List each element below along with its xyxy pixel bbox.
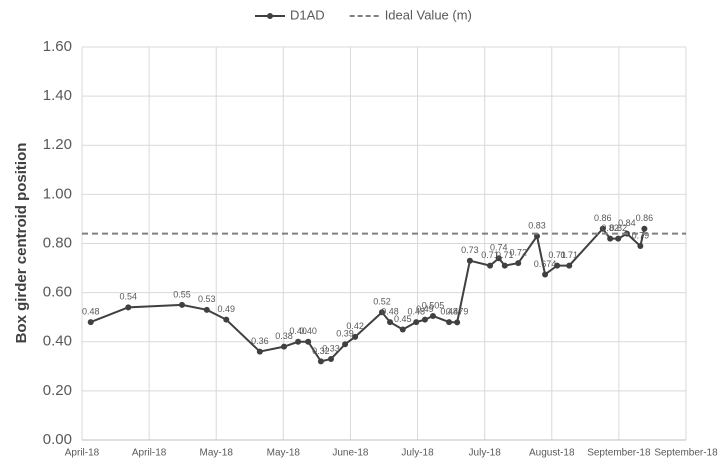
- y-tick-label: 0.40: [43, 333, 72, 350]
- x-tick-label: April-18: [65, 448, 100, 459]
- data-point: [305, 338, 312, 345]
- y-tick-label: 0.60: [43, 284, 72, 301]
- data-point: [446, 319, 453, 326]
- data-point: [542, 271, 549, 278]
- data-point: [203, 306, 210, 313]
- data-point: [641, 225, 648, 232]
- data-point: [637, 242, 644, 249]
- data-label: 0.36: [251, 336, 269, 346]
- data-point: [223, 316, 230, 323]
- data-point: [317, 358, 324, 365]
- data-point: [615, 235, 622, 242]
- data-label: 0.82: [601, 223, 619, 233]
- x-tick-label: July-18: [469, 448, 502, 459]
- data-point: [599, 225, 606, 232]
- y-tick-label: 0.20: [43, 382, 72, 399]
- data-label: 0.55: [173, 289, 191, 299]
- data-point: [466, 257, 473, 264]
- data-point: [178, 301, 185, 308]
- data-label: 0.39: [336, 329, 354, 339]
- data-label: 0.54: [120, 292, 138, 302]
- y-tick-label: 0.80: [43, 234, 72, 251]
- data-label: 0.49: [416, 304, 434, 314]
- x-tick-label: May-18: [200, 448, 234, 459]
- data-label: 0.42: [346, 321, 364, 331]
- data-point: [566, 262, 573, 269]
- data-label: 0.71: [548, 250, 566, 260]
- data-point: [125, 304, 132, 311]
- y-tick-label: 1.00: [43, 185, 72, 202]
- data-point: [487, 262, 494, 269]
- data-point: [399, 326, 406, 333]
- x-tick-label: April-18: [132, 448, 167, 459]
- data-point: [352, 333, 359, 340]
- data-label: 0.79: [632, 230, 650, 240]
- data-label: 0.32: [312, 346, 330, 356]
- data-point: [281, 343, 288, 350]
- data-label: 0.48: [407, 306, 425, 316]
- data-label: 0.674: [534, 259, 557, 269]
- y-tick-label: 1.60: [43, 38, 72, 55]
- data-label: 0.74: [490, 243, 508, 253]
- data-label: 0.84: [618, 218, 636, 228]
- data-point: [256, 348, 263, 355]
- data-point: [378, 309, 385, 316]
- x-tick-label: May-18: [267, 448, 301, 459]
- data-point: [413, 319, 420, 326]
- data-point: [421, 316, 428, 323]
- data-point: [327, 355, 334, 362]
- data-label: 0.33: [322, 343, 340, 353]
- x-tick-label: July-18: [401, 448, 434, 459]
- x-tick-label: June-18: [332, 448, 369, 459]
- data-label: 0.73: [461, 245, 479, 255]
- data-label: 0.505: [422, 300, 445, 310]
- y-tick-label: 1.20: [43, 136, 72, 153]
- data-label: 0.40: [289, 326, 307, 336]
- data-point: [87, 319, 94, 326]
- data-label: 0.53: [198, 294, 216, 304]
- y-tick-label: 0.00: [43, 431, 72, 448]
- data-point: [495, 255, 502, 262]
- data-label: 0.72: [509, 248, 527, 258]
- data-point: [295, 338, 302, 345]
- y-tick-label: 1.40: [43, 87, 72, 104]
- data-point: [387, 319, 394, 326]
- data-point: [607, 235, 614, 242]
- data-label: 0.40: [299, 326, 317, 336]
- x-tick-label: August-18: [529, 448, 575, 459]
- data-label: 0.52: [373, 297, 391, 307]
- data-point: [454, 319, 461, 326]
- data-label: 0.479: [446, 307, 469, 317]
- data-label: 0.48: [440, 306, 458, 316]
- data-label: 0.38: [275, 331, 293, 341]
- x-tick-label: September-18: [587, 448, 651, 459]
- data-label: 0.86: [636, 213, 654, 223]
- data-label: 0.48: [82, 306, 100, 316]
- data-label: 0.71: [481, 250, 499, 260]
- data-point: [554, 262, 561, 269]
- legend-label: Ideal Value (m): [385, 7, 472, 22]
- data-label: 0.86: [594, 213, 612, 223]
- data-point: [515, 260, 522, 267]
- data-label: 0.71: [496, 250, 514, 260]
- y-axis-label: Box girder centroid position: [13, 143, 30, 344]
- data-label: 0.45: [394, 314, 412, 324]
- data-point: [501, 262, 508, 269]
- data-label: 0.48: [381, 306, 399, 316]
- data-point: [429, 312, 436, 319]
- data-label: 0.71: [560, 250, 578, 260]
- data-label: 0.82: [609, 223, 627, 233]
- legend-label: D1AD: [290, 7, 325, 22]
- series-line: [90, 227, 646, 363]
- data-point: [342, 341, 349, 348]
- x-tick-label: September-18: [654, 448, 718, 459]
- data-label: 0.83: [528, 221, 546, 231]
- legend-marker: [267, 13, 273, 19]
- data-label: 0.49: [218, 304, 236, 314]
